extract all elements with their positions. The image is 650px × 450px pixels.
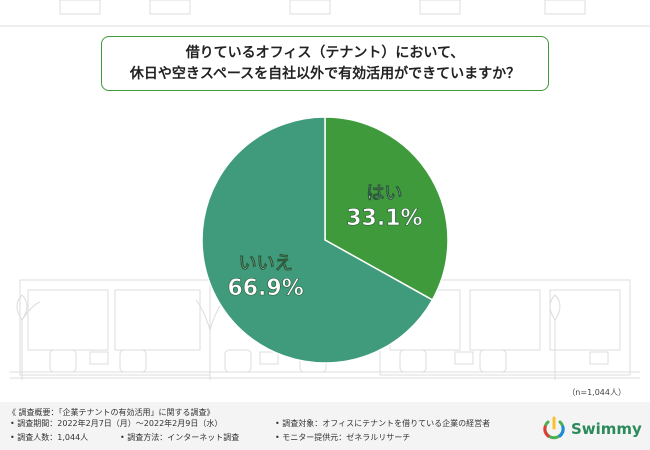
- survey-monitor: • モニター提供元：ゼネラルリサーチ: [275, 433, 411, 442]
- survey-count: • 調査人数：1,044人: [10, 433, 89, 442]
- question-line-1: 借りているオフィス（テナント）において、: [185, 44, 465, 61]
- question-box: 借りているオフィス（テナント）において、 休日や空きスペースを自社以外で有効活用…: [101, 36, 549, 91]
- slice-label-1: いいえ: [239, 253, 293, 274]
- survey-footer: 《 調査概要：「企業テナントの有効活用」に関する調査》 • 調査期間：2022年…: [0, 402, 650, 450]
- survey-target: • 調査対象：オフィスにテナントを借りている企業の経営者: [275, 419, 491, 428]
- survey-heading: 《 調査概要：「企業テナントの有効活用」に関する調査》: [8, 408, 215, 417]
- slice-label-0: はい: [366, 183, 402, 204]
- slice-value-0: 33.1%: [346, 206, 422, 231]
- power-icon: [543, 416, 565, 440]
- survey-period: • 調査期間：2022年2月7日（月）〜2022年2月9日（水）: [10, 419, 223, 428]
- swimmy-logo: Swimmy: [541, 414, 642, 444]
- survey-method: • 調査方法：インターネット調査: [120, 433, 240, 442]
- pie-slice-1: [201, 116, 434, 364]
- slice-value-1: 66.9%: [227, 276, 303, 301]
- logo-text: Swimmy: [571, 420, 642, 438]
- question-line-2: 休日や空きスペースを自社以外で有効活用ができていますか？: [129, 65, 521, 82]
- sample-size-note: （n=1,044人）: [567, 388, 626, 397]
- pie-slice-0: [324, 116, 449, 301]
